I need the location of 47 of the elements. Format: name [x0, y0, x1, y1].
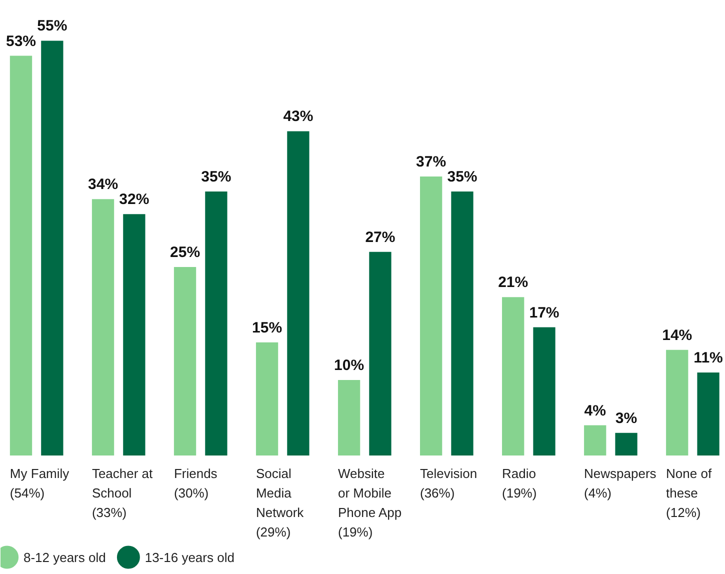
bar	[338, 380, 360, 456]
bar	[533, 327, 556, 456]
data-label: 43%	[283, 108, 314, 126]
bar	[502, 297, 524, 456]
bar	[666, 350, 688, 456]
bar	[420, 176, 442, 456]
x-tick-label: Television (36%)	[420, 466, 478, 500]
bar	[92, 199, 114, 456]
x-tick-label: My Family (54%)	[10, 466, 70, 500]
bar	[10, 56, 32, 456]
x-tick-label: Social Media Network (29%)	[256, 466, 304, 540]
x-tick-label: Radio (19%)	[502, 466, 537, 500]
data-label: 10%	[334, 357, 364, 374]
data-label: 27%	[365, 228, 396, 246]
bar	[41, 40, 64, 456]
x-tick-label: None of these (12%)	[666, 466, 712, 520]
x-tick-label: Teacher at School (33%)	[92, 466, 154, 520]
data-label: 4%	[584, 402, 606, 420]
bar	[697, 372, 720, 456]
data-label: 17%	[529, 304, 560, 322]
data-label: 55%	[37, 18, 68, 35]
data-label: 25%	[170, 244, 200, 261]
legend-label: 8-12 years old	[23, 550, 106, 565]
bar	[584, 425, 606, 456]
bar	[123, 214, 146, 456]
bar	[369, 252, 392, 456]
data-label: 53%	[6, 32, 36, 50]
x-tick-label: Website or Mobile Phone App (19%)	[338, 466, 402, 540]
bar	[205, 192, 228, 456]
data-label: 11%	[694, 350, 723, 367]
data-label: 34%	[88, 176, 118, 194]
data-label: 35%	[447, 168, 478, 186]
data-label: 14%	[662, 326, 692, 344]
legend-label: 13-16 years old	[144, 550, 234, 565]
data-label: 37%	[416, 153, 446, 170]
bar	[451, 192, 474, 456]
bar	[174, 266, 196, 456]
data-label: 35%	[201, 168, 232, 186]
bar	[615, 432, 638, 456]
bar	[256, 342, 278, 456]
data-label: 15%	[252, 319, 282, 336]
x-tick-label: Newspapers (4%)	[584, 466, 657, 500]
data-label: 21%	[498, 274, 528, 292]
data-label: 3%	[615, 410, 638, 427]
x-tick-label: Friends (30%)	[174, 466, 218, 500]
data-label: 32%	[119, 191, 150, 208]
bar	[287, 131, 310, 456]
